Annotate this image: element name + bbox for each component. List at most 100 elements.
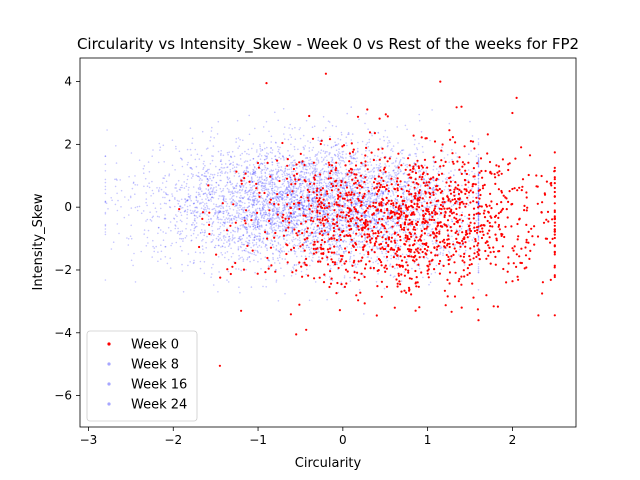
data-point [224, 185, 227, 187]
data-point [434, 221, 437, 223]
data-point [317, 180, 319, 182]
data-point [350, 250, 353, 253]
data-point [258, 232, 260, 235]
data-point [473, 173, 476, 175]
data-point [280, 221, 283, 223]
data-point [270, 141, 273, 143]
data-point [477, 160, 480, 162]
data-point [274, 155, 277, 157]
data-point [339, 199, 341, 202]
data-point [375, 227, 378, 229]
data-point [208, 208, 211, 210]
data-point [257, 238, 260, 240]
data-point [293, 215, 295, 218]
data-point [346, 196, 349, 198]
data-point [269, 151, 272, 154]
data-point [371, 201, 373, 203]
data-point [255, 243, 258, 246]
data-point [186, 199, 189, 202]
data-point [434, 242, 437, 244]
data-point [292, 170, 295, 173]
data-point [279, 191, 281, 193]
data-point [385, 182, 388, 184]
data-point [286, 168, 289, 171]
data-point [325, 127, 327, 129]
data-point [288, 184, 290, 187]
data-point [208, 175, 211, 178]
data-point [275, 212, 277, 215]
data-point [282, 108, 285, 110]
data-point [337, 162, 340, 164]
data-point [329, 181, 332, 183]
data-point [325, 176, 328, 179]
data-point [355, 183, 357, 186]
data-point [219, 168, 221, 171]
data-point [235, 219, 238, 222]
data-point [324, 151, 327, 153]
data-point [387, 187, 390, 189]
data-point [296, 220, 298, 222]
data-point [423, 238, 426, 241]
data-point [208, 191, 211, 193]
data-point [287, 220, 289, 222]
data-point [280, 186, 282, 188]
data-point [206, 178, 208, 180]
data-point [189, 148, 192, 151]
data-point [194, 209, 196, 212]
data-point [104, 200, 107, 203]
data-point [239, 189, 241, 191]
data-point [408, 188, 411, 191]
data-point [312, 235, 315, 237]
data-point [200, 207, 203, 209]
data-point [190, 167, 192, 169]
data-point [287, 138, 290, 141]
data-point [303, 198, 305, 200]
data-point [340, 131, 343, 134]
data-point [345, 157, 347, 159]
data-point [243, 226, 246, 228]
data-point [422, 212, 424, 214]
data-point [285, 192, 288, 194]
data-point [236, 228, 239, 230]
data-point [230, 218, 232, 220]
data-point [291, 220, 293, 223]
data-point [241, 152, 243, 155]
data-point [477, 203, 480, 205]
data-point [226, 166, 229, 168]
data-point [263, 211, 265, 214]
data-point [249, 186, 252, 189]
data-point [271, 185, 274, 188]
data-point [158, 226, 160, 229]
data-point [331, 209, 334, 211]
data-point [321, 227, 323, 229]
data-point [282, 207, 284, 210]
data-point [239, 186, 242, 188]
data-point [298, 205, 301, 207]
data-point [246, 237, 248, 239]
data-point [237, 212, 239, 214]
data-point [329, 184, 331, 186]
data-point [271, 240, 274, 242]
data-point [295, 180, 297, 183]
data-point [394, 222, 397, 225]
data-point [387, 181, 389, 183]
data-point [276, 210, 279, 213]
data-point [458, 254, 460, 256]
data-point [300, 171, 303, 173]
data-point [217, 218, 220, 221]
series-week-8 [104, 106, 480, 295]
data-point [378, 195, 381, 197]
data-point [477, 174, 480, 177]
data-point [341, 190, 344, 193]
data-point [318, 231, 321, 233]
data-point [450, 185, 453, 187]
data-point [339, 190, 341, 192]
data-point [343, 187, 346, 190]
data-point [352, 156, 355, 159]
data-point [279, 248, 282, 251]
data-point [308, 248, 311, 251]
data-point [237, 246, 240, 248]
data-point [246, 219, 249, 221]
data-point [369, 230, 372, 233]
